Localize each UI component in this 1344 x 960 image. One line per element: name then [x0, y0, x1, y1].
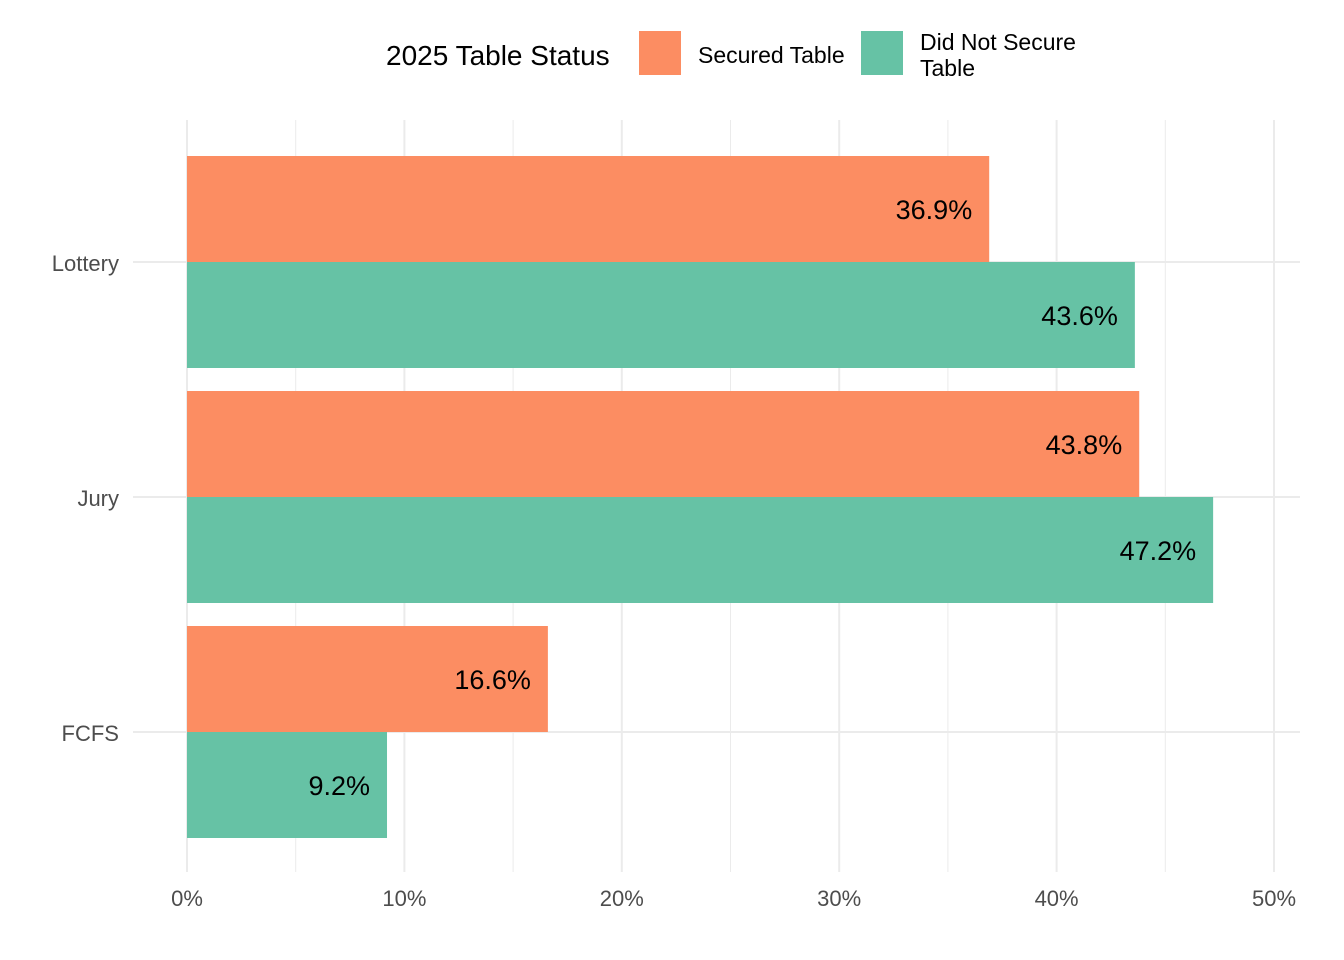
- bar-value-label: 43.8%: [1046, 430, 1123, 460]
- x-tick-label: 50%: [1252, 886, 1296, 911]
- bar-lottery-secured: [187, 156, 990, 262]
- legend-label-not-secured-line2: Table: [920, 55, 975, 81]
- axes: Lottery Jury FCFS 0% 10% 20% 30% 40% 50%: [52, 251, 1296, 911]
- x-tick-label: 30%: [817, 886, 861, 911]
- bar-fcfs-not-secured: [187, 732, 388, 838]
- legend-swatch-not-secured: [861, 31, 903, 75]
- x-tick-label: 0%: [171, 886, 203, 911]
- legend-swatch-secured: [639, 31, 681, 75]
- bar-fcfs-secured: [187, 626, 548, 732]
- legend-label-not-secured: Did Not Secure Table: [920, 29, 1082, 81]
- bar-value-label: 36.9%: [896, 195, 973, 225]
- bars: [187, 156, 1214, 838]
- x-tick-label: 40%: [1035, 886, 1079, 911]
- x-tick-label: 20%: [600, 886, 644, 911]
- bar-value-labels: 36.9% 43.6% 43.8% 47.2% 16.6% 9.2%: [308, 195, 1196, 801]
- legend: 2025 Table Status Secured Table Did Not …: [386, 29, 1082, 81]
- bar-jury-not-secured: [187, 497, 1214, 603]
- bar-jury-secured: [187, 391, 1140, 497]
- legend-label-secured: Secured Table: [698, 42, 845, 68]
- bar-value-label: 43.6%: [1041, 301, 1118, 331]
- bar-value-label: 9.2%: [308, 771, 370, 801]
- y-tick-label: FCFS: [62, 721, 119, 746]
- y-tick-label: Jury: [77, 486, 119, 511]
- bar-lottery-not-secured: [187, 262, 1135, 368]
- legend-label-not-secured-line1: Did Not Secure: [920, 29, 1076, 55]
- bar-value-label: 16.6%: [454, 665, 531, 695]
- bar-value-label: 47.2%: [1120, 536, 1197, 566]
- y-tick-label: Lottery: [52, 251, 119, 276]
- legend-title: 2025 Table Status: [386, 40, 610, 71]
- x-tick-label: 10%: [382, 886, 426, 911]
